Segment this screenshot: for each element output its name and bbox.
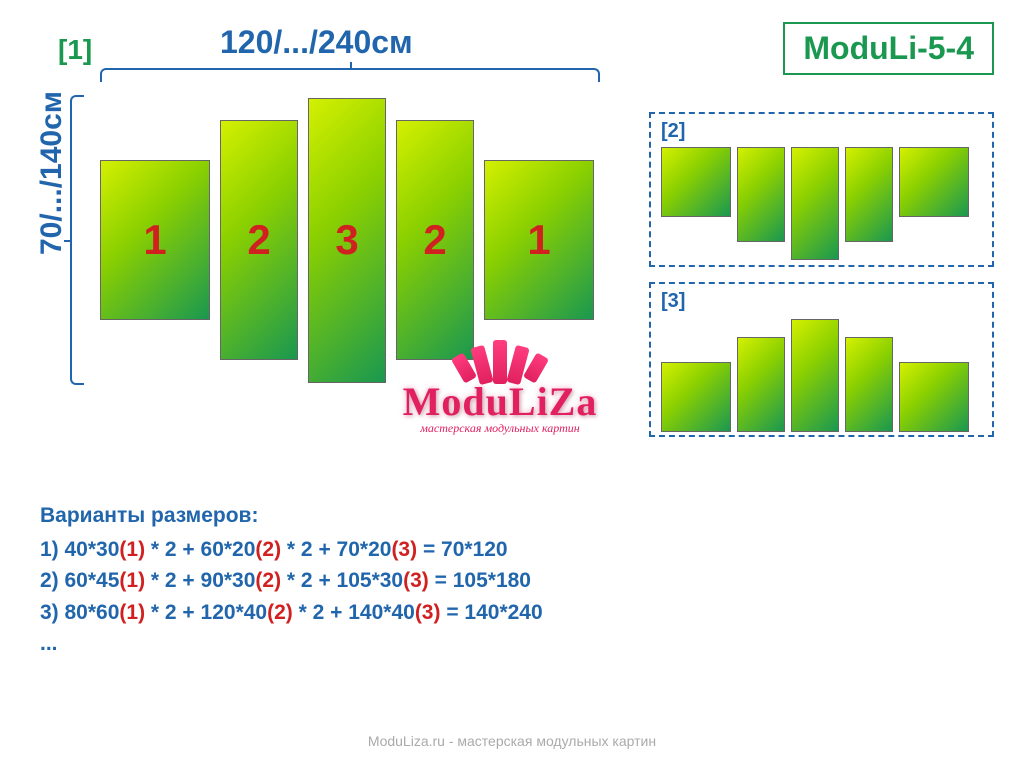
module-panel-small [737, 147, 785, 242]
module-panel-small [899, 147, 969, 217]
variant-2-label: [2] [661, 120, 982, 143]
module-panel-small [845, 337, 893, 432]
logo-text: ModuLiZa [370, 378, 630, 425]
module-panel: 3 [308, 98, 386, 383]
module-panel: 2 [220, 120, 298, 360]
module-panel-small [661, 147, 731, 217]
module-panel-small [661, 362, 731, 432]
module-panel: 1 [100, 160, 210, 320]
variant-3-panels [661, 317, 982, 432]
variant-2-box: [2] [649, 112, 994, 267]
sizes-header: Варианты размеров: [40, 500, 543, 532]
variant-3-label: [3] [661, 290, 982, 313]
size-line: 2) 60*45(1) * 2 + 90*30(2) * 2 + 105*30(… [40, 565, 543, 597]
bracket-top [100, 68, 600, 82]
module-panel-small [899, 362, 969, 432]
variant-1-label: [1] [58, 34, 92, 66]
logo-subtitle: мастерская модульных картин [370, 421, 630, 436]
main-panel-group: 12321 [100, 95, 610, 385]
bracket-left [70, 95, 84, 385]
module-panel-small [791, 319, 839, 432]
title-box: ModuLi-5-4 [783, 22, 994, 75]
height-dimension-label: 70/.../140см [35, 91, 69, 255]
sizes-ellipsis: ... [40, 628, 543, 660]
module-panel: 2 [396, 120, 474, 360]
size-line: 1) 40*30(1) * 2 + 60*20(2) * 2 + 70*20(3… [40, 534, 543, 566]
variant-3-box: [3] [649, 282, 994, 437]
footer-text: ModuLiza.ru - мастерская модульных карти… [0, 733, 1024, 749]
size-line: 3) 80*60(1) * 2 + 120*40(2) * 2 + 140*40… [40, 597, 543, 629]
module-panel: 1 [484, 160, 594, 320]
size-options-block: Варианты размеров: 1) 40*30(1) * 2 + 60*… [40, 500, 543, 660]
module-panel-small [737, 337, 785, 432]
module-panel-small [791, 147, 839, 260]
module-panel-small [845, 147, 893, 242]
variant-2-panels [661, 147, 982, 262]
width-dimension-label: 120/.../240см [220, 24, 413, 61]
